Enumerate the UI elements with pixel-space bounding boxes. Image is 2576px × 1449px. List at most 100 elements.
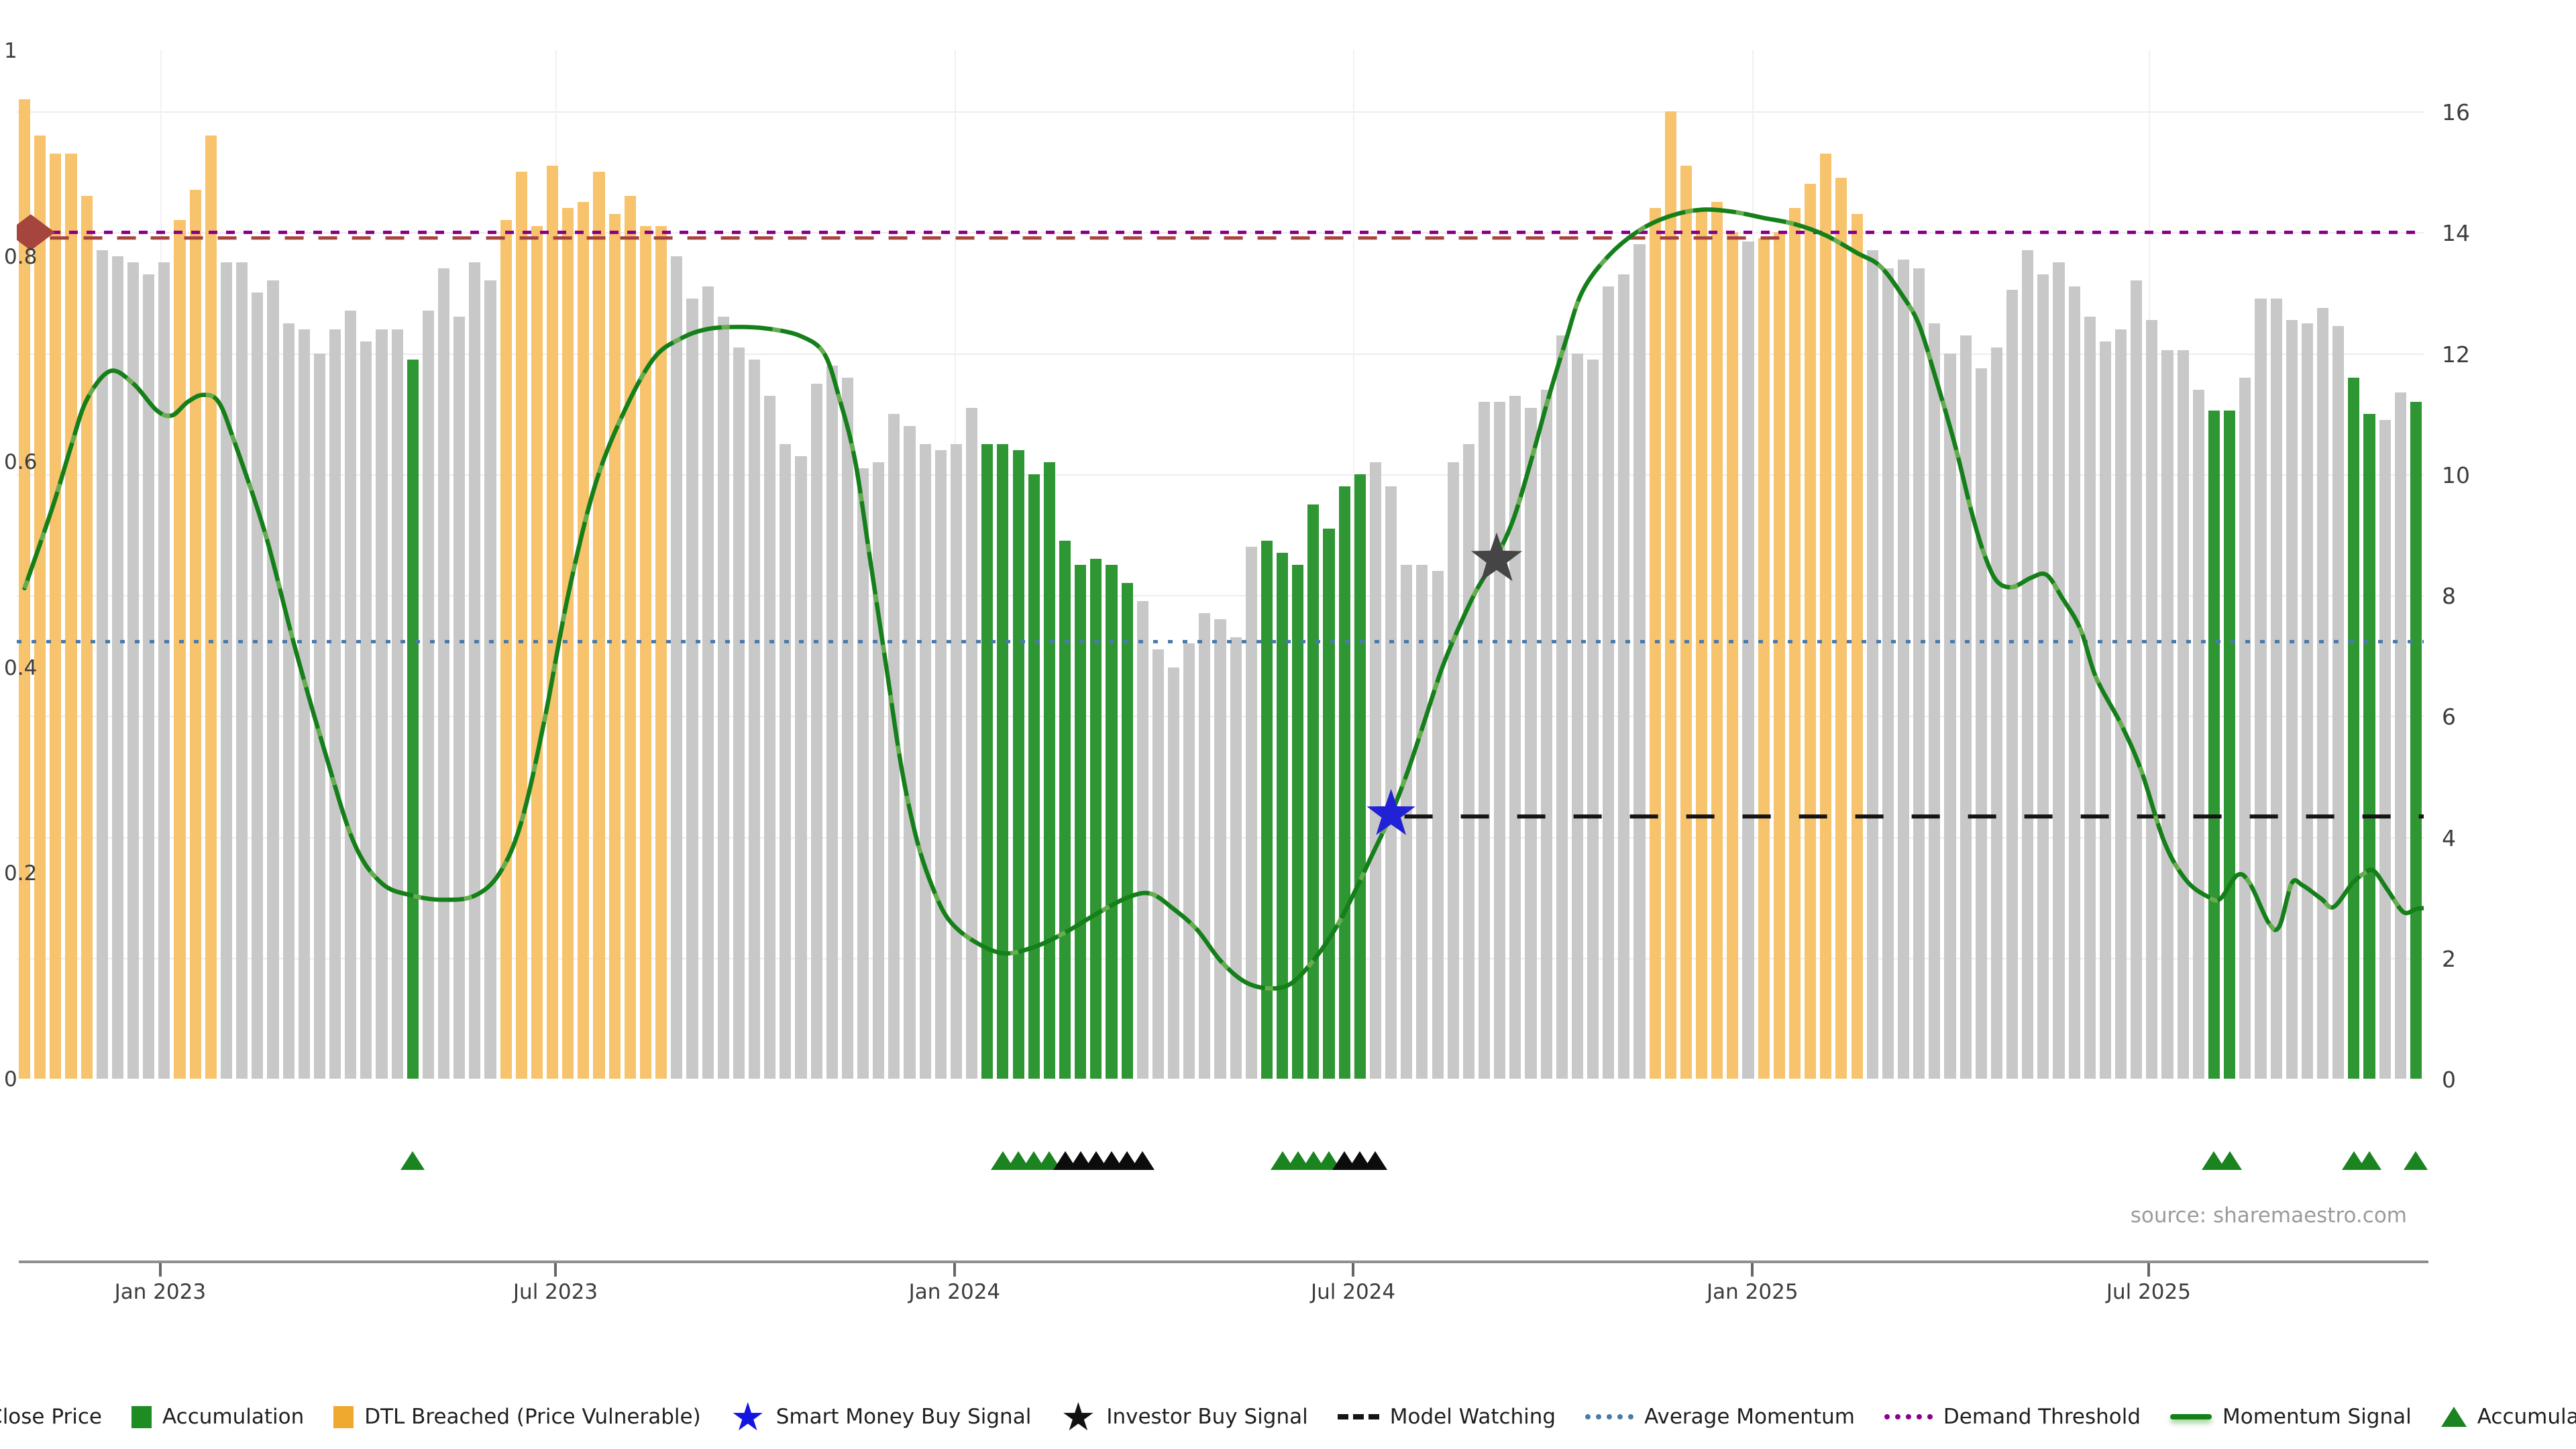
price-bar-dtl-breached (1696, 208, 1708, 1079)
price-bar-close (1183, 643, 1195, 1079)
price-bar-close (2022, 250, 2034, 1079)
legend-item-smart-money-buy-signal: ★ Smart Money Buy Signal (731, 1397, 1032, 1436)
price-bar-close (360, 341, 372, 1079)
h-gridline (17, 595, 2424, 597)
legend-triangle-icon (2440, 1407, 2467, 1427)
price-bar-close (2037, 274, 2049, 1079)
price-bar-accumulation (1012, 449, 1024, 1079)
price-bar-dtl-breached (1649, 208, 1661, 1079)
accumulation-triangle-black (1363, 1151, 1388, 1170)
price-bar-close (1742, 241, 1754, 1079)
legend-dotted-line-swatch (1585, 1414, 1634, 1419)
right-axis-tick-label: 2 (2442, 945, 2456, 972)
price-bar-close (857, 468, 869, 1079)
price-bar-close (2192, 389, 2204, 1079)
price-bar-close (1866, 250, 1878, 1079)
price-bar-close (841, 377, 853, 1079)
price-bar-close (2099, 341, 2112, 1079)
price-bar-close (2161, 350, 2174, 1079)
legend-item-close-price: Close Price (0, 1405, 102, 1429)
price-bar-close (2177, 350, 2189, 1079)
price-bar-close (671, 256, 683, 1079)
accumulation-triangle-green (400, 1151, 425, 1170)
price-bar-dtl-breached (1727, 232, 1739, 1079)
price-bar-close (2379, 419, 2391, 1079)
left-axis-tick-label: 0.8 (4, 244, 38, 269)
legend-item-accumulation: Accumulation (131, 1405, 304, 1429)
price-bar-close (2255, 299, 2267, 1079)
price-bar-close (950, 443, 963, 1079)
price-bar-close (1587, 359, 1599, 1079)
price-bar-close (1245, 546, 1257, 1079)
price-bar-dtl-breached (205, 136, 217, 1079)
price-bar-close (717, 317, 729, 1079)
legend-dotted-line-swatch (1884, 1414, 1933, 1419)
price-bar-accumulation (997, 443, 1009, 1079)
price-bar-close (1633, 244, 1646, 1079)
price-bar-accumulation (981, 443, 994, 1079)
price-bar-close (345, 311, 357, 1079)
price-bar-close (1882, 268, 1894, 1079)
right-axis-tick-label: 8 (2442, 583, 2456, 610)
price-bar-close (267, 280, 279, 1079)
price-bar-close (2006, 289, 2019, 1079)
accumulation-triangle-green (2404, 1151, 2428, 1170)
v-gridline (1353, 50, 1355, 1079)
accumulation-triangle-black (1130, 1151, 1155, 1170)
price-bar-close (1385, 486, 1397, 1079)
legend-item-label: Investor Buy Signal (1106, 1405, 1308, 1429)
price-bar-dtl-breached (1773, 232, 1785, 1079)
price-bar-close (686, 299, 698, 1079)
price-bar-accumulation (1338, 486, 1350, 1079)
price-bar-close (1540, 389, 1552, 1079)
price-bar-close (2270, 299, 2282, 1079)
price-bar-dtl-breached (1805, 184, 1817, 1079)
price-bar-accumulation (2348, 377, 2360, 1079)
price-bar-close (826, 365, 838, 1079)
accumulation-triangle-green (2217, 1151, 2242, 1170)
price-bar-accumulation (1277, 552, 1289, 1079)
legend-item-momentum-signal: Momentum Signal (2170, 1405, 2412, 1429)
price-bar-close (469, 262, 481, 1079)
price-bar-dtl-breached (547, 166, 559, 1079)
price-bar-close (919, 443, 931, 1079)
price-bar-accumulation (1121, 583, 1133, 1079)
price-bar-close (1913, 268, 1925, 1079)
price-bar-close (810, 383, 822, 1079)
price-bar-close (96, 250, 108, 1079)
price-bar-dtl-breached (655, 226, 667, 1079)
h-gridline (17, 474, 2424, 476)
x-axis-line (19, 1260, 2428, 1263)
price-bar-close (1369, 462, 1382, 1079)
price-bar-close (1556, 335, 1568, 1079)
x-axis-tick-label: Jul 2025 (2106, 1280, 2191, 1304)
left-axis-tick-label: 0.2 (4, 861, 38, 886)
price-bar-dtl-breached (189, 190, 201, 1079)
x-axis-tick-label: Jan 2025 (1707, 1280, 1799, 1304)
price-bar-accumulation (1043, 462, 1055, 1079)
legend-item-label: Momentum Signal (2222, 1405, 2412, 1429)
price-bar-dtl-breached (593, 172, 605, 1079)
price-bar-close (376, 329, 388, 1079)
legend-item-label: DTL Breached (Price Vulnerable) (364, 1405, 701, 1429)
price-bar-accumulation (2363, 413, 2375, 1079)
price-bar-close (873, 462, 885, 1079)
price-bar-accumulation (1090, 558, 1102, 1079)
legend-item-label: Smart Money Buy Signal (775, 1405, 1032, 1429)
price-bar-dtl-breached (624, 196, 636, 1079)
price-bar-close (1509, 395, 1521, 1079)
price-bar-dtl-breached (639, 226, 652, 1079)
price-bar-accumulation (1059, 540, 1071, 1079)
price-bar-close (1447, 462, 1459, 1079)
price-bar-dtl-breached (34, 136, 46, 1079)
price-bar-dtl-breached (531, 226, 543, 1079)
price-bar-close (1929, 323, 1941, 1079)
price-bar-close (111, 256, 124, 1079)
price-bar-close (888, 413, 900, 1079)
price-bar-close (220, 262, 233, 1079)
left-axis-tick-label: 0.4 (4, 655, 38, 680)
x-axis-tick-label: Jul 2024 (1310, 1280, 1396, 1304)
x-axis-tick-label: Jan 2023 (114, 1280, 207, 1304)
price-bar-accumulation (2224, 411, 2236, 1079)
